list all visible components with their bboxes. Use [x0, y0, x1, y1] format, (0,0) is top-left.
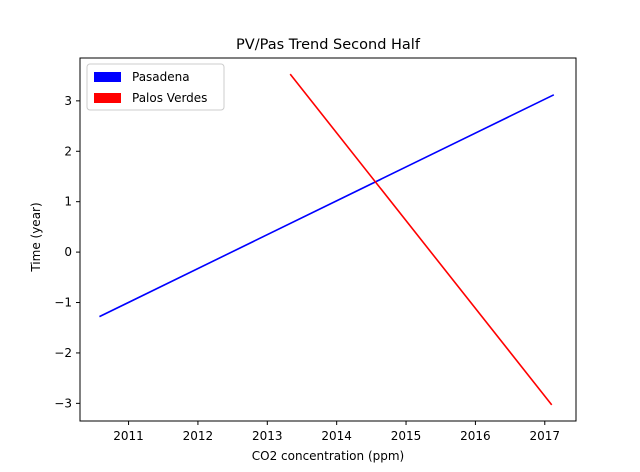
- plot-frame: [79, 57, 577, 422]
- x-tick-label: 2012: [183, 429, 214, 443]
- x-tick-label: 2016: [460, 429, 491, 443]
- y-tick-label: −1: [54, 296, 72, 310]
- legend-swatch: [94, 72, 121, 82]
- x-axis-label: CO2 concentration (ppm): [252, 449, 404, 463]
- x-tick-label: 2011: [113, 429, 144, 443]
- y-tick-label: 0: [64, 245, 72, 259]
- x-tick-label: 2017: [530, 429, 561, 443]
- series-line-1: [289, 73, 553, 406]
- y-tick-label: 3: [64, 94, 72, 108]
- axes: 2011 2012 2013 2014 2015 2016 2017 −3 −2 −1 0 1 2 3: [54, 94, 560, 443]
- y-tick-label: −2: [54, 346, 72, 360]
- y-tick-label: −3: [54, 396, 72, 410]
- chart-title: PV/Pas Trend Second Half: [236, 37, 421, 53]
- legend-label: Palos Verdes: [132, 91, 207, 105]
- series-line-0: [99, 94, 555, 318]
- legend-label: Pasadena: [132, 70, 190, 84]
- x-tick-label: 2013: [252, 429, 283, 443]
- y-tick-label: 2: [64, 144, 72, 158]
- x-tick-label: 2014: [321, 429, 352, 443]
- y-axis-label: Time (year): [29, 202, 43, 272]
- y-tick-label: 1: [64, 195, 72, 209]
- legend-swatch: [94, 93, 121, 103]
- plot-area: [99, 73, 555, 406]
- x-tick-label: 2015: [391, 429, 422, 443]
- legend-box: [86, 63, 225, 111]
- legend: Pasadena Palos Verdes: [86, 63, 225, 111]
